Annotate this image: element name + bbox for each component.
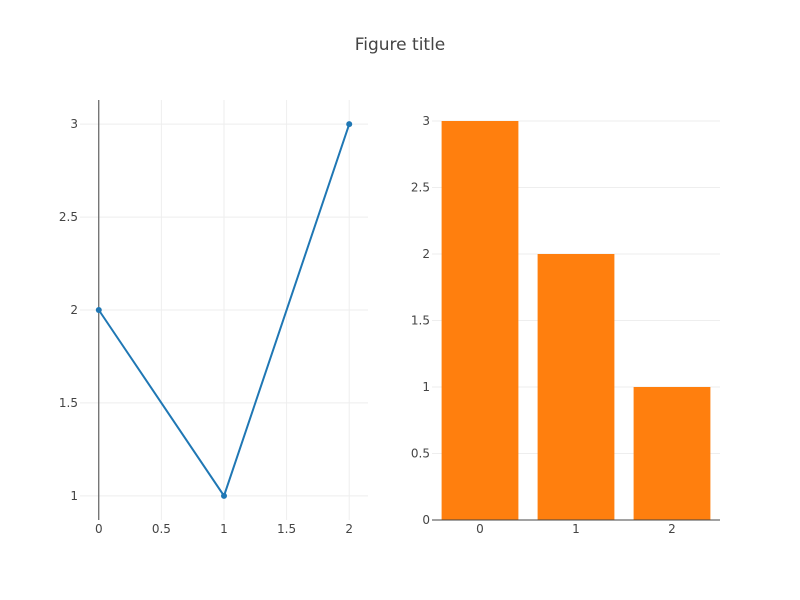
line-chart: 0 0.5 1 1.5 2 1 1.5 2 2.5 3 <box>59 100 368 536</box>
bar-chart-y-tick-label: 2 <box>422 247 430 261</box>
line-chart-point <box>221 492 227 499</box>
bar-chart-bars <box>441 121 711 520</box>
line-chart-series <box>95 121 353 499</box>
bar-chart-x-tick-label: 0 <box>476 522 484 536</box>
line-chart-y-tick-label: 3 <box>70 117 78 131</box>
bar-chart-y-tick-label: 1 <box>422 380 430 394</box>
bar-chart-tick-labels: 0 1 2 0 0.5 1 1.5 2 2.5 3 <box>411 114 676 536</box>
bar-chart-x-tick-label: 2 <box>668 522 676 536</box>
bar-chart-y-tick-label: 0.5 <box>411 447 430 461</box>
bar-chart: 0 1 2 0 0.5 1 1.5 2 2.5 3 <box>411 114 720 536</box>
line-chart-y-tick-label: 1.5 <box>59 396 78 410</box>
bar-chart-y-tick-label: 0 <box>422 513 430 527</box>
line-chart-x-tick-label: 0 <box>95 522 103 536</box>
line-chart-y-tick-label: 1 <box>70 489 78 503</box>
figure-title: Figure title <box>355 35 446 55</box>
line-chart-y-tick-label: 2.5 <box>59 210 78 224</box>
bar <box>441 121 519 520</box>
bar-chart-y-tick-label: 1.5 <box>411 314 430 328</box>
line-chart-point <box>346 121 353 128</box>
line-chart-x-tick-label: 0.5 <box>152 522 171 536</box>
bar <box>633 387 711 520</box>
line-chart-x-tick-label: 1.5 <box>277 522 296 536</box>
bar-chart-y-tick-label: 3 <box>422 114 430 128</box>
line-chart-x-tick-label: 2 <box>345 522 353 536</box>
bar <box>537 254 615 520</box>
line-chart-point <box>95 307 102 313</box>
line-chart-y-tick-label: 2 <box>70 303 78 317</box>
line-chart-gridlines <box>80 100 368 520</box>
line-chart-tick-labels: 0 0.5 1 1.5 2 1 1.5 2 2.5 3 <box>59 117 353 536</box>
bar-chart-y-tick-label: 2.5 <box>411 181 430 195</box>
bar-chart-x-tick-label: 1 <box>572 522 580 536</box>
line-chart-x-tick-label: 1 <box>220 522 228 536</box>
